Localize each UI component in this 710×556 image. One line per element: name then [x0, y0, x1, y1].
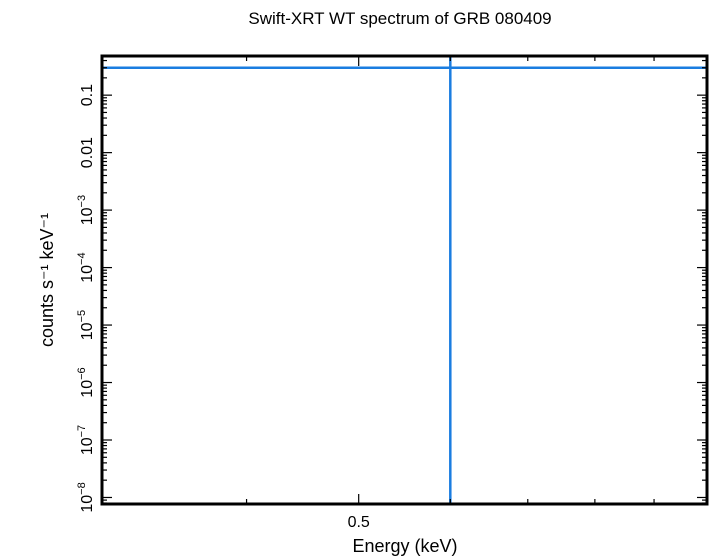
x-tick-label: 0.5	[348, 514, 370, 531]
data-lines	[102, 56, 707, 504]
plot-frame	[100, 54, 709, 506]
y-tick-label: 10−4	[76, 252, 96, 282]
y-axis-label: counts s⁻¹ keV⁻¹	[37, 213, 57, 347]
y-tick-label: 10−8	[76, 482, 96, 512]
y-tick-label: 0.01	[79, 137, 96, 168]
chart-title: Swift-XRT WT spectrum of GRB 080409	[248, 9, 551, 28]
y-tick-label: 10−6	[76, 367, 96, 397]
tick-labels: 10−8 10−7 10−6 10−5 10−4 10−3 0.01 0.1 0.5	[76, 84, 370, 531]
y-tick-label: 10−3	[76, 195, 96, 225]
axis-ticks	[101, 56, 708, 504]
x-axis-label: Energy (keV)	[352, 536, 457, 556]
y-tick-label: 0.1	[79, 84, 96, 106]
y-tick-label: 10−5	[76, 310, 96, 340]
y-tick-label: 10−7	[76, 425, 96, 455]
